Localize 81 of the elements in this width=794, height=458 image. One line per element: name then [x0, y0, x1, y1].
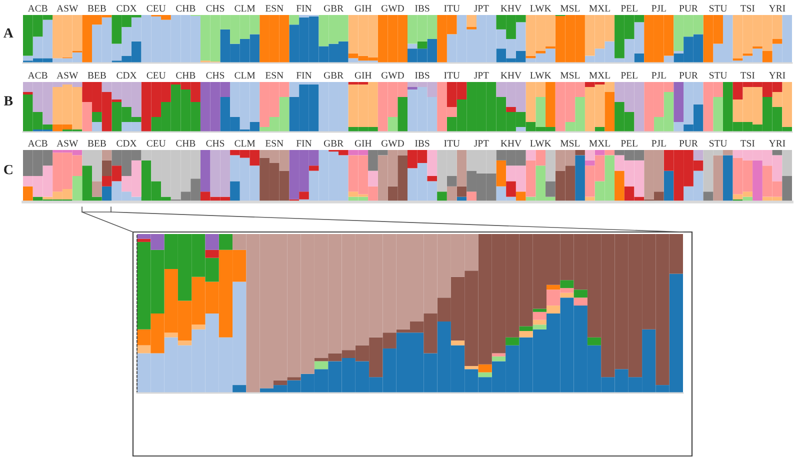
x-tick-label: TSI	[740, 5, 755, 12]
x-tick-label: ASW	[56, 5, 78, 12]
x-tick-label: STU	[710, 72, 728, 79]
x-tick-label: FIN	[296, 140, 312, 147]
x-tick-label: BEB	[88, 140, 106, 147]
x-tick-label: CLM	[234, 72, 256, 79]
x-tick-label: FIN	[296, 5, 312, 12]
x-tick-label: CHS	[206, 140, 224, 147]
x-tick-label: PEL	[620, 5, 638, 12]
x-tick-label: CLM	[234, 140, 256, 147]
x-tick-label: YRI	[768, 140, 786, 147]
x-tick-label: KHV	[500, 72, 522, 79]
text: C	[4, 164, 12, 174]
x-tick-label: ACB	[28, 72, 48, 79]
x-tick-label: ASW	[56, 140, 78, 147]
x-tick-label: LWK	[530, 140, 552, 147]
x-tick-label: YRI	[768, 5, 786, 12]
x-tick-label: ITU	[444, 72, 460, 79]
x-tick-label: IBS	[415, 5, 430, 12]
x-tick-label: GWD	[382, 5, 404, 12]
x-tick-label: CHB	[176, 140, 196, 147]
x-tick-label: PEL	[620, 72, 638, 79]
x-tick-label: PJL	[652, 72, 666, 79]
x-tick-label: JPT	[474, 72, 489, 79]
x-tick-label: GBR	[324, 72, 344, 79]
x-tick-label: CDX	[116, 5, 137, 12]
x-tick-label: BEB	[88, 5, 106, 12]
x-tick-label: CHB	[176, 5, 196, 12]
x-tick-label: PJL	[652, 140, 666, 147]
text: A	[4, 28, 14, 38]
x-tick-label: STU	[710, 140, 728, 147]
x-tick-label: MSL	[560, 5, 580, 12]
x-tick-label: PUR	[679, 5, 698, 12]
x-tick-label: FIN	[296, 72, 312, 79]
x-tick-label: GWD	[382, 140, 404, 147]
x-tick-label: ITU	[444, 5, 460, 12]
x-tick-label: TSI	[740, 72, 755, 79]
x-tick-label: MSL	[560, 140, 580, 147]
x-tick-label: LWK	[530, 5, 552, 12]
x-tick-label: GIH	[354, 140, 372, 147]
x-tick-label: ACB	[28, 5, 48, 12]
x-tick-label: JPT	[474, 140, 489, 147]
x-tick-label: MXL	[589, 140, 610, 147]
x-tick-label: GWD	[382, 72, 404, 79]
x-tick-label: ASW	[56, 72, 78, 79]
x-tick-label: CEU	[146, 72, 166, 79]
x-tick-label: ESN	[266, 72, 284, 79]
x-tick-label: GIH	[354, 5, 372, 12]
x-tick-label: BEB	[88, 72, 106, 79]
x-tick-label: PEL	[620, 140, 638, 147]
x-tick-label: JPT	[474, 5, 489, 12]
x-tick-label: YRI	[768, 72, 786, 79]
x-tick-label: GIH	[354, 72, 372, 79]
x-tick-label: IBS	[415, 72, 430, 79]
x-tick-label: CDX	[116, 140, 137, 147]
x-tick-label: ESN	[266, 140, 284, 147]
x-tick-label: MXL	[589, 5, 610, 12]
x-tick-label: ITU	[444, 140, 460, 147]
x-tick-label: MXL	[589, 72, 610, 79]
x-tick-label: CDX	[116, 72, 137, 79]
x-tick-label: CEU	[146, 5, 166, 12]
x-tick-label: GBR	[324, 5, 344, 12]
x-tick-label: KHV	[500, 5, 522, 12]
x-tick-label: MSL	[560, 72, 580, 79]
x-tick-label: PUR	[679, 72, 698, 79]
x-tick-label: LWK	[530, 72, 552, 79]
x-tick-label: ACB	[28, 140, 48, 147]
x-tick-label: CHB	[176, 72, 196, 79]
text: B	[4, 96, 13, 106]
x-tick-label: ESN	[266, 5, 284, 12]
x-tick-label: STU	[710, 5, 728, 12]
x-tick-label: IBS	[415, 140, 430, 147]
x-tick-label: CHS	[206, 5, 224, 12]
x-tick-label: CHS	[206, 72, 224, 79]
x-tick-label: PUR	[679, 140, 698, 147]
x-tick-label: CEU	[146, 140, 166, 147]
x-tick-label: PJL	[652, 5, 666, 12]
x-tick-label: KHV	[500, 140, 522, 147]
x-tick-label: CLM	[234, 5, 256, 12]
x-tick-label: GBR	[324, 140, 344, 147]
x-tick-label: TSI	[740, 140, 755, 147]
